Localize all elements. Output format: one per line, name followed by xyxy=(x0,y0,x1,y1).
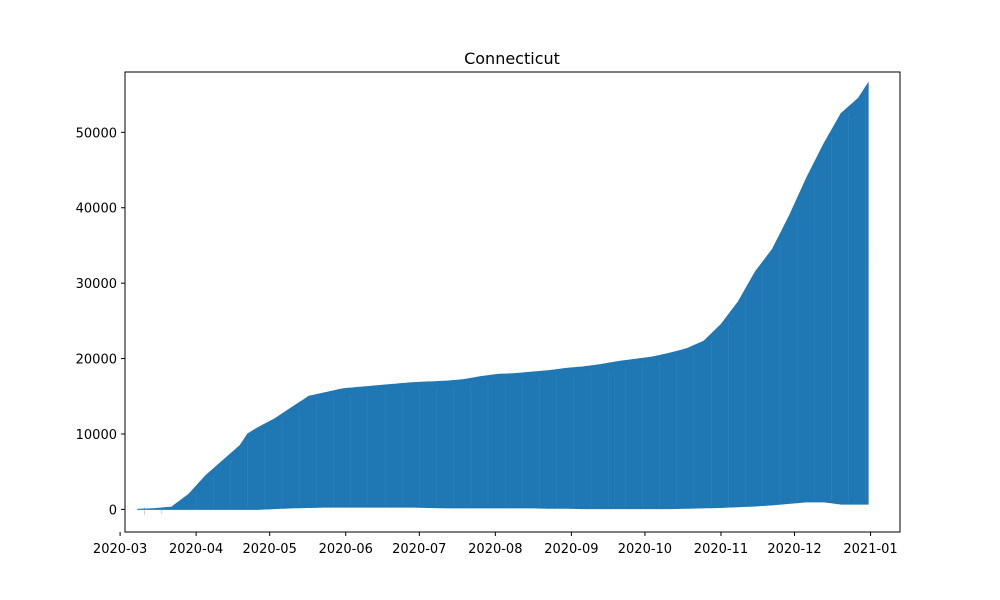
chart-title: Connecticut xyxy=(464,49,560,68)
y-tick-label: 30000 xyxy=(76,277,117,292)
x-tick-label: 2020-09 xyxy=(544,542,598,557)
y-tick-label: 50000 xyxy=(76,126,117,141)
x-tick-label: 2020-05 xyxy=(243,542,297,557)
y-tick-label: 0 xyxy=(109,503,117,518)
x-tick-label: 2021-01 xyxy=(843,542,897,557)
y-tick-label: 20000 xyxy=(76,353,117,368)
x-tick-label: 2020-06 xyxy=(319,542,373,557)
x-tick-label: 2020-08 xyxy=(468,542,522,557)
x-tick-label: 2020-10 xyxy=(618,542,672,557)
plot-frame xyxy=(124,71,901,533)
y-axis: 0 10000 20000 30000 40000 50000 xyxy=(76,126,125,518)
x-tick-label: 2020-04 xyxy=(169,542,223,557)
x-axis: 2020-03 2020-04 2020-05 2020-06 2020-07 2020-… xyxy=(93,532,898,557)
x-tick-label: 2020-12 xyxy=(767,542,821,557)
series-band xyxy=(137,81,869,510)
x-tick-label: 2020-07 xyxy=(392,542,446,557)
x-tick-label: 2020-03 xyxy=(93,542,147,557)
y-tick-label: 10000 xyxy=(76,428,117,443)
plot-area xyxy=(137,81,869,516)
y-tick-label: 40000 xyxy=(76,202,117,217)
x-tick-label: 2020-11 xyxy=(694,542,748,557)
